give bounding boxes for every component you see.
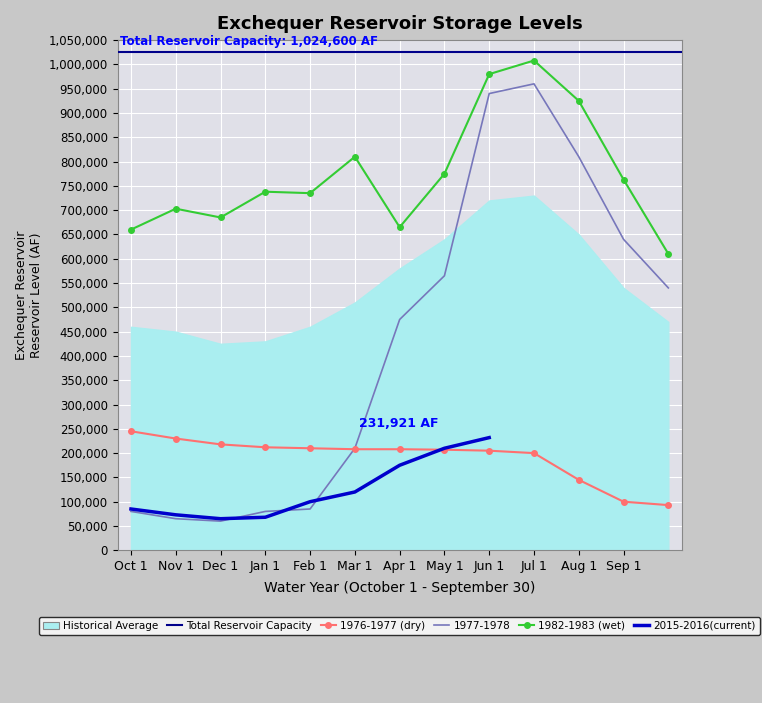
Y-axis label: Exchequer Reservoir
Reservoir Level (AF): Exchequer Reservoir Reservoir Level (AF): [15, 231, 43, 360]
2015-2016(current): [485, 433, 494, 441]
1982-1983 (wet): [530, 56, 539, 65]
1982-1983 (wet): [306, 189, 315, 198]
2015-2016(current): [440, 444, 449, 453]
1977-1978: [171, 515, 181, 523]
2015-2016(current): [126, 505, 136, 513]
1977-1978: [664, 284, 673, 292]
1977-1978: [306, 505, 315, 513]
1976-1977 (dry): [351, 445, 360, 453]
1977-1978: [126, 507, 136, 515]
1982-1983 (wet): [216, 213, 225, 221]
1977-1978: [261, 507, 270, 515]
1977-1978: [216, 517, 225, 525]
1982-1983 (wet): [485, 70, 494, 78]
1976-1977 (dry): [664, 501, 673, 509]
1976-1977 (dry): [619, 498, 628, 506]
Text: 231,921 AF: 231,921 AF: [360, 417, 439, 430]
Title: Exchequer Reservoir Storage Levels: Exchequer Reservoir Storage Levels: [216, 15, 582, 33]
1977-1978: [440, 271, 449, 280]
2015-2016(current): [171, 510, 181, 519]
1976-1977 (dry): [395, 445, 404, 453]
1976-1977 (dry): [171, 434, 181, 443]
2015-2016(current): [306, 498, 315, 506]
Line: 1982-1983 (wet): 1982-1983 (wet): [128, 58, 671, 257]
1982-1983 (wet): [351, 153, 360, 161]
1982-1983 (wet): [440, 169, 449, 178]
Line: 2015-2016(current): 2015-2016(current): [131, 437, 489, 519]
Legend: Historical Average, Total Reservoir Capacity, 1976-1977 (dry), 1977-1978, 1982-1: Historical Average, Total Reservoir Capa…: [39, 617, 760, 635]
1977-1978: [395, 315, 404, 323]
1982-1983 (wet): [664, 250, 673, 258]
1976-1977 (dry): [530, 449, 539, 458]
1982-1983 (wet): [395, 223, 404, 231]
1976-1977 (dry): [126, 427, 136, 435]
1976-1977 (dry): [485, 446, 494, 455]
1982-1983 (wet): [619, 175, 628, 183]
Line: 1976-1977 (dry): 1976-1977 (dry): [128, 428, 671, 508]
2015-2016(current): [351, 488, 360, 496]
1976-1977 (dry): [575, 476, 584, 484]
1982-1983 (wet): [261, 188, 270, 196]
Line: 1977-1978: 1977-1978: [131, 84, 668, 521]
1977-1978: [351, 444, 360, 453]
1976-1977 (dry): [216, 440, 225, 449]
2015-2016(current): [216, 515, 225, 523]
1976-1977 (dry): [261, 443, 270, 451]
1977-1978: [575, 153, 584, 161]
1977-1978: [485, 89, 494, 98]
1976-1977 (dry): [306, 444, 315, 453]
X-axis label: Water Year (October 1 - September 30): Water Year (October 1 - September 30): [264, 581, 536, 595]
1977-1978: [530, 79, 539, 88]
Text: Total Reservoir Capacity: 1,024,600 AF: Total Reservoir Capacity: 1,024,600 AF: [120, 35, 379, 49]
1982-1983 (wet): [171, 205, 181, 213]
1976-1977 (dry): [440, 446, 449, 454]
1982-1983 (wet): [126, 226, 136, 234]
2015-2016(current): [261, 513, 270, 522]
1982-1983 (wet): [575, 96, 584, 105]
1977-1978: [619, 235, 628, 243]
2015-2016(current): [395, 461, 404, 470]
